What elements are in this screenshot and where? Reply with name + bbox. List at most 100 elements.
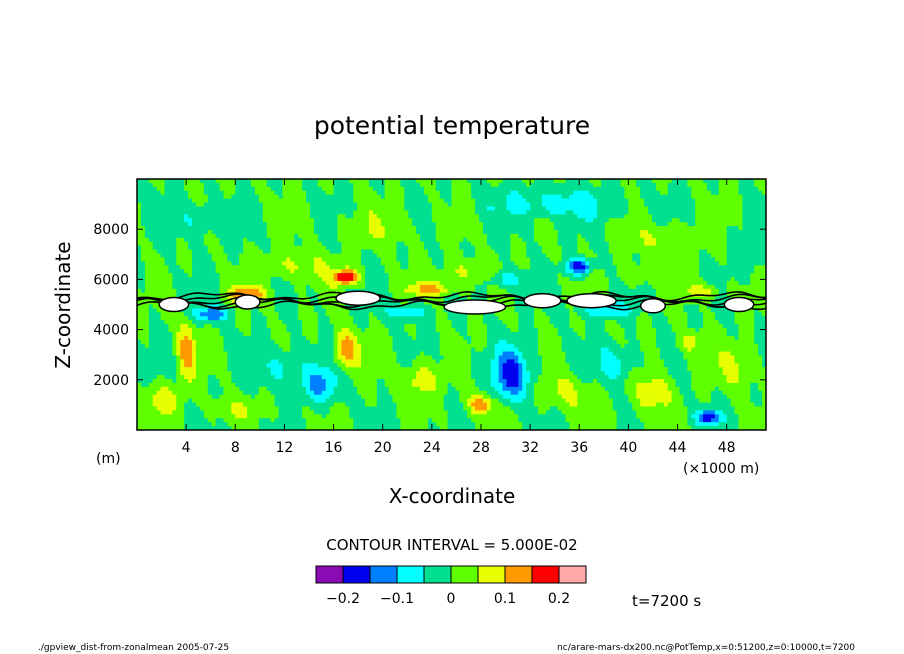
field-cell [762, 245, 766, 250]
field-cell [557, 190, 562, 195]
field-cell [192, 292, 197, 297]
field-cell [184, 261, 189, 266]
field-cell [738, 206, 743, 211]
field-cell [258, 237, 264, 243]
field-cell [160, 182, 165, 188]
field-cell [608, 257, 613, 262]
field-cell [337, 253, 342, 258]
field-cell [624, 179, 629, 184]
field-cell [431, 182, 437, 188]
field-cell [270, 237, 275, 243]
field-cell [561, 253, 566, 258]
field-cell [530, 218, 535, 223]
field-cell [671, 233, 676, 239]
field-cell [148, 182, 154, 188]
field-cell [498, 182, 503, 188]
field-cell [345, 214, 350, 219]
field-cell [494, 245, 499, 250]
field-cell [718, 245, 724, 250]
field-cell [620, 210, 625, 215]
field-cell [400, 249, 405, 254]
field-cell [392, 265, 397, 270]
field-cell [412, 198, 417, 203]
field-cell [168, 218, 173, 223]
field-cell [423, 296, 429, 301]
field-cell [384, 296, 389, 301]
field-cell [762, 218, 766, 223]
field-cell [148, 253, 154, 258]
field-cell [710, 198, 716, 203]
field-cell [306, 206, 311, 211]
field-cell [506, 186, 511, 192]
field-cell [722, 249, 727, 254]
field-cell [290, 233, 295, 239]
field-cell [137, 284, 142, 290]
field-cell [302, 280, 307, 286]
field-cell [762, 233, 766, 239]
field-cell [215, 257, 220, 262]
field-cell [239, 249, 244, 254]
field-cell [459, 257, 464, 262]
field-cell [565, 245, 570, 250]
field-cell [298, 284, 303, 290]
field-cell [266, 269, 271, 274]
field-cell [427, 226, 433, 231]
field-cell [624, 222, 629, 227]
field-cell [306, 190, 311, 195]
field-cell [215, 210, 220, 215]
field-cell [443, 245, 448, 250]
field-cell [361, 210, 366, 215]
field-cell [526, 265, 531, 270]
field-cell [479, 257, 484, 262]
field-cell [365, 257, 370, 262]
field-cell [443, 253, 448, 258]
field-cell [734, 198, 739, 203]
field-cell [722, 253, 727, 258]
field-cell [758, 261, 763, 266]
field-cell [722, 206, 727, 211]
field-cell [235, 214, 240, 219]
field-cell [270, 202, 275, 207]
field-cell [282, 194, 287, 199]
field-cell [490, 280, 496, 286]
field-cell [223, 214, 228, 219]
field-cell [585, 277, 590, 282]
field-cell [746, 288, 751, 294]
field-cell [762, 206, 766, 211]
field-cell [667, 277, 672, 282]
field-cell [467, 214, 472, 219]
field-cell [192, 277, 197, 282]
field-cell [195, 210, 201, 215]
field-cell [471, 190, 476, 195]
field-cell [632, 292, 637, 297]
field-cell [333, 229, 338, 235]
field-cell [361, 186, 366, 192]
field-cell [223, 292, 228, 297]
field-cell [750, 280, 755, 286]
field-cell [561, 226, 566, 231]
field-cell [443, 292, 448, 297]
field-cell [506, 269, 511, 274]
field-cell [722, 222, 727, 227]
field-cell [608, 253, 613, 258]
field-cell [349, 222, 354, 227]
field-cell [675, 222, 680, 227]
field-cell [431, 284, 437, 290]
field-cell [294, 226, 299, 231]
field-cell [396, 218, 401, 223]
field-cell [341, 214, 346, 219]
field-cell [392, 284, 397, 290]
field-cell [471, 249, 476, 254]
field-cell [439, 280, 444, 286]
field-cell [137, 300, 142, 305]
field-cell [368, 288, 374, 294]
field-cell [294, 194, 299, 199]
field-cell [392, 280, 397, 286]
field-cell [447, 226, 452, 231]
field-cell [247, 233, 252, 239]
field-cell [447, 277, 452, 282]
field-cell [600, 280, 606, 286]
field-cell [376, 261, 382, 266]
field-cell [659, 198, 665, 203]
field-cell [577, 190, 582, 195]
